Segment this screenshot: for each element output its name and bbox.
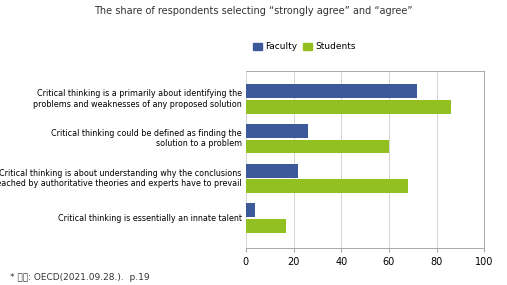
- Bar: [246, 219, 286, 233]
- Bar: [246, 124, 308, 138]
- Bar: [246, 164, 298, 178]
- Bar: [246, 203, 256, 217]
- Legend: Faculty, Students: Faculty, Students: [249, 39, 359, 55]
- Bar: [246, 84, 417, 98]
- Text: The share of respondents selecting “strongly agree” and “agree”: The share of respondents selecting “stro…: [94, 6, 413, 16]
- Bar: [246, 140, 389, 153]
- Bar: [246, 179, 408, 193]
- Text: * 자료: OECD(2021.09.28.).  p.19: * 자료: OECD(2021.09.28.). p.19: [10, 273, 150, 282]
- Bar: [246, 100, 451, 114]
